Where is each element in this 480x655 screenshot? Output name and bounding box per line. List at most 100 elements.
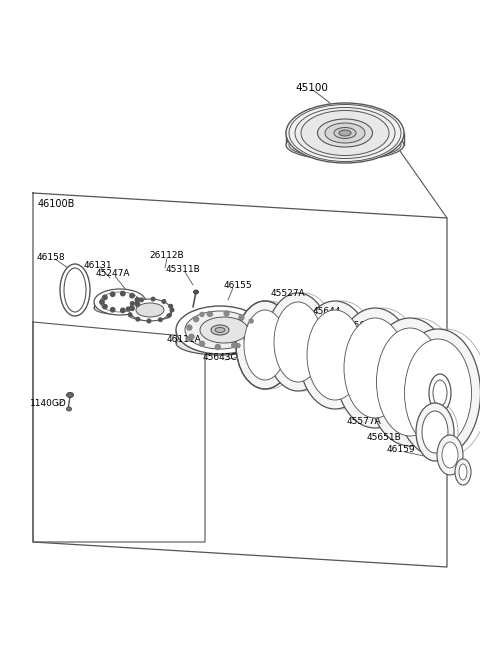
Circle shape bbox=[244, 337, 249, 341]
Ellipse shape bbox=[236, 301, 294, 389]
Ellipse shape bbox=[129, 310, 171, 320]
Ellipse shape bbox=[244, 310, 286, 380]
Circle shape bbox=[110, 308, 115, 312]
Ellipse shape bbox=[67, 407, 72, 411]
Text: 45651B: 45651B bbox=[367, 434, 402, 443]
Text: 45644: 45644 bbox=[313, 307, 341, 316]
Ellipse shape bbox=[106, 295, 134, 309]
Ellipse shape bbox=[185, 311, 255, 349]
Circle shape bbox=[200, 312, 204, 316]
Circle shape bbox=[128, 313, 132, 316]
Text: 45577A: 45577A bbox=[347, 417, 382, 426]
Ellipse shape bbox=[301, 111, 389, 155]
Circle shape bbox=[224, 311, 229, 316]
Ellipse shape bbox=[299, 301, 371, 409]
Text: 26112B: 26112B bbox=[149, 250, 184, 259]
Circle shape bbox=[167, 314, 171, 318]
Text: 46155: 46155 bbox=[224, 280, 252, 290]
Text: 46158: 46158 bbox=[37, 252, 66, 261]
Ellipse shape bbox=[286, 130, 404, 160]
Ellipse shape bbox=[405, 339, 471, 447]
Ellipse shape bbox=[339, 130, 351, 136]
Text: 45100: 45100 bbox=[295, 83, 328, 93]
Ellipse shape bbox=[429, 374, 451, 412]
Text: 46100B: 46100B bbox=[38, 199, 75, 209]
Circle shape bbox=[100, 300, 104, 304]
Circle shape bbox=[200, 341, 204, 346]
Circle shape bbox=[232, 343, 237, 348]
Circle shape bbox=[103, 295, 107, 299]
Ellipse shape bbox=[94, 301, 146, 314]
Ellipse shape bbox=[266, 293, 330, 391]
Circle shape bbox=[126, 307, 130, 310]
Ellipse shape bbox=[334, 128, 356, 138]
Ellipse shape bbox=[200, 317, 248, 343]
Circle shape bbox=[151, 297, 155, 301]
Text: 45681: 45681 bbox=[349, 322, 378, 331]
Text: 46159: 46159 bbox=[403, 371, 432, 379]
Ellipse shape bbox=[437, 435, 463, 475]
Ellipse shape bbox=[274, 302, 322, 382]
Circle shape bbox=[239, 315, 244, 320]
Ellipse shape bbox=[211, 325, 229, 335]
Circle shape bbox=[103, 305, 107, 309]
Ellipse shape bbox=[295, 107, 395, 159]
Ellipse shape bbox=[129, 299, 171, 321]
Ellipse shape bbox=[100, 292, 140, 312]
Ellipse shape bbox=[455, 459, 471, 485]
Circle shape bbox=[170, 309, 174, 312]
Ellipse shape bbox=[396, 329, 480, 457]
Circle shape bbox=[249, 319, 253, 323]
Ellipse shape bbox=[185, 334, 255, 352]
Ellipse shape bbox=[442, 442, 458, 468]
Text: 45527A: 45527A bbox=[271, 288, 306, 297]
Text: 46131: 46131 bbox=[84, 261, 113, 269]
Text: 45247A: 45247A bbox=[96, 269, 131, 278]
Circle shape bbox=[147, 319, 151, 323]
Circle shape bbox=[189, 334, 194, 339]
Circle shape bbox=[130, 293, 134, 298]
Ellipse shape bbox=[334, 136, 356, 142]
Circle shape bbox=[248, 323, 252, 328]
Circle shape bbox=[131, 302, 134, 305]
Ellipse shape bbox=[376, 328, 444, 436]
Ellipse shape bbox=[368, 318, 453, 446]
Text: 46159: 46159 bbox=[387, 445, 416, 455]
Ellipse shape bbox=[176, 331, 264, 355]
Circle shape bbox=[193, 316, 199, 322]
Ellipse shape bbox=[317, 119, 372, 147]
Circle shape bbox=[236, 344, 240, 348]
Ellipse shape bbox=[325, 123, 365, 143]
Circle shape bbox=[140, 298, 144, 302]
Ellipse shape bbox=[335, 308, 415, 428]
Ellipse shape bbox=[416, 403, 454, 461]
Text: 45643C: 45643C bbox=[203, 354, 238, 362]
Ellipse shape bbox=[176, 306, 264, 354]
Ellipse shape bbox=[286, 103, 404, 163]
Circle shape bbox=[135, 297, 140, 302]
Ellipse shape bbox=[94, 289, 146, 315]
Ellipse shape bbox=[289, 105, 401, 162]
Circle shape bbox=[120, 291, 125, 296]
Ellipse shape bbox=[64, 268, 86, 312]
Circle shape bbox=[110, 292, 115, 297]
Ellipse shape bbox=[433, 380, 447, 406]
Text: 1140GD: 1140GD bbox=[30, 398, 67, 407]
Circle shape bbox=[169, 305, 172, 308]
Circle shape bbox=[207, 311, 212, 316]
Ellipse shape bbox=[422, 411, 448, 453]
Circle shape bbox=[187, 337, 191, 341]
Circle shape bbox=[135, 302, 140, 307]
Ellipse shape bbox=[459, 464, 467, 480]
Circle shape bbox=[187, 325, 192, 330]
Ellipse shape bbox=[289, 132, 401, 159]
Ellipse shape bbox=[60, 264, 90, 316]
Circle shape bbox=[158, 318, 162, 322]
Circle shape bbox=[249, 328, 253, 333]
Circle shape bbox=[162, 299, 166, 303]
Circle shape bbox=[130, 306, 134, 310]
Circle shape bbox=[216, 345, 220, 350]
Ellipse shape bbox=[215, 328, 225, 333]
Ellipse shape bbox=[193, 290, 199, 294]
Ellipse shape bbox=[67, 392, 73, 398]
